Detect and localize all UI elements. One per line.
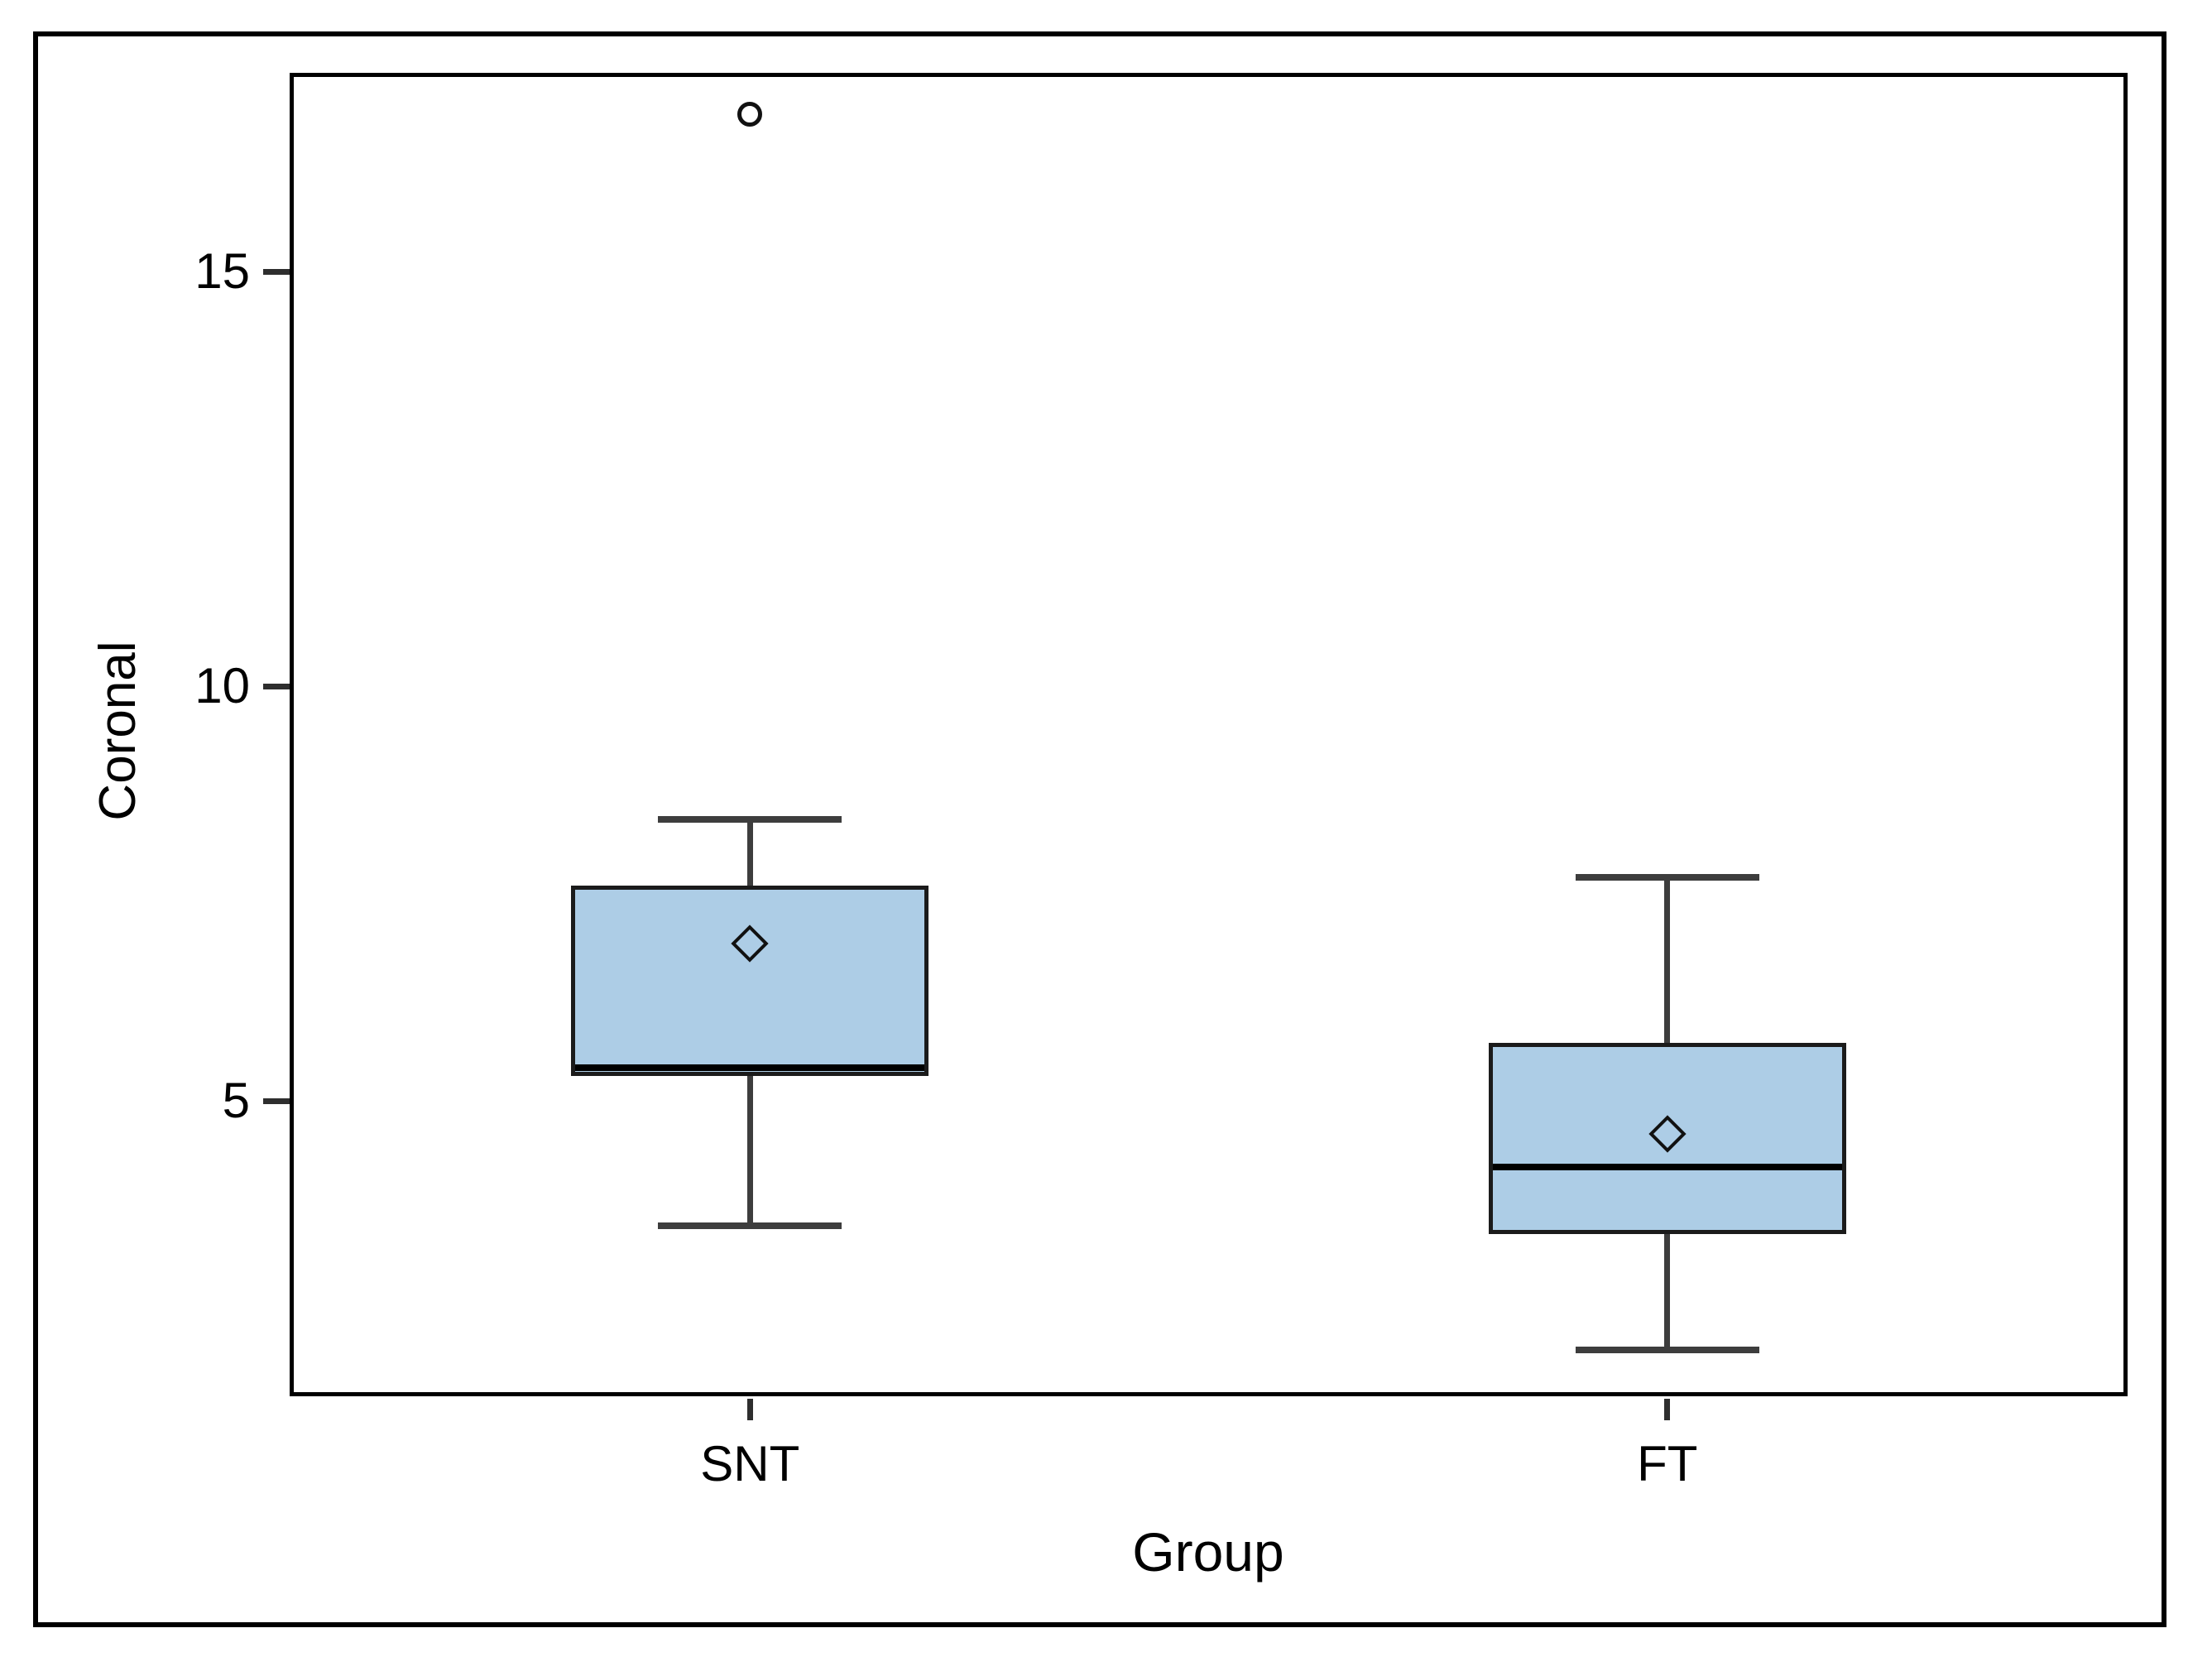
x-tick-label-SNT: SNT	[700, 1436, 800, 1491]
outlier-point-SNT-0	[737, 102, 763, 127]
lower-whisker-cap-SNT	[658, 1222, 842, 1229]
y-tick-mark-15	[263, 268, 290, 275]
figure-border	[33, 31, 2166, 1627]
median-line-FT	[1492, 1164, 1842, 1171]
box-SNT	[571, 885, 929, 1077]
lower-whisker-FT	[1664, 1233, 1671, 1350]
y-tick-mark-5	[263, 1097, 290, 1104]
upper-whisker-SNT	[746, 819, 753, 886]
y-tick-label-10: 10	[194, 658, 250, 714]
box-FT	[1488, 1043, 1846, 1234]
lower-whisker-cap-FT	[1575, 1346, 1759, 1353]
plot-area	[290, 73, 2128, 1396]
y-tick-label-5: 5	[222, 1073, 250, 1129]
x-axis-title: Group	[1132, 1521, 1284, 1583]
y-tick-mark-10	[263, 683, 290, 689]
lower-whisker-SNT	[746, 1076, 753, 1226]
upper-whisker-FT	[1664, 877, 1671, 1044]
x-tick-mark-FT	[1664, 1399, 1671, 1420]
x-tick-label-FT: FT	[1637, 1436, 1698, 1491]
median-line-SNT	[575, 1064, 925, 1072]
x-tick-mark-SNT	[746, 1399, 753, 1420]
y-tick-label-15: 15	[194, 243, 250, 300]
y-axis-title: Coronal	[89, 641, 146, 821]
